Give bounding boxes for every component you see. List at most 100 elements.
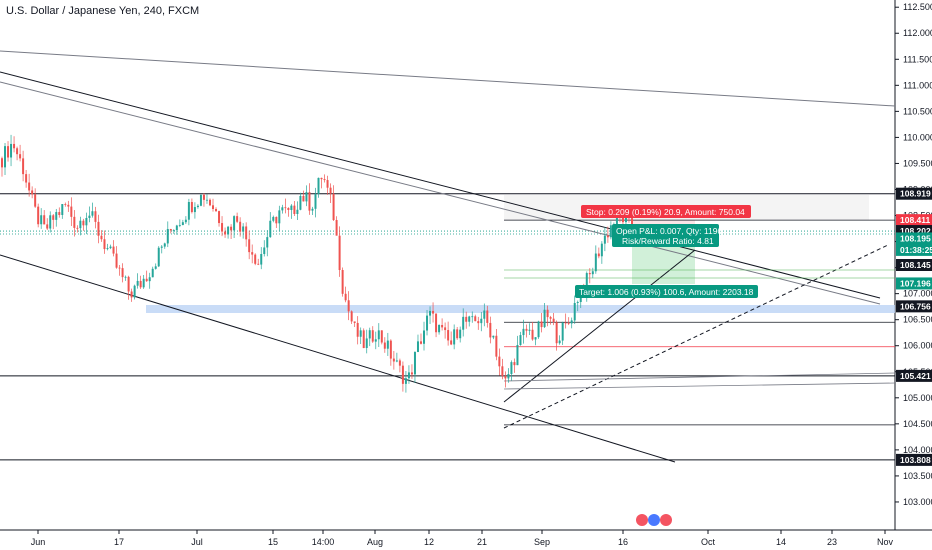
candle-body [600,243,603,257]
candle-body [218,211,221,224]
candle-body [145,278,148,282]
candle-body [230,226,233,231]
y-tick-label: 110.500 [903,106,932,116]
candle-body [404,378,407,384]
candle-body [49,215,52,229]
x-tick-label: Jul [191,537,203,547]
candle-body [221,223,224,232]
x-tick-label: Oct [701,537,716,547]
candle-body [257,263,260,265]
candle-body [392,358,395,362]
candle-body [34,194,37,207]
candle-body [76,227,79,229]
candle-body [199,194,202,206]
candle-body [175,225,178,231]
trendlines[interactable] [0,50,896,463]
candle-body [356,322,359,337]
x-tick-label: 21 [477,537,487,547]
candle-body [510,362,513,375]
candle-body [181,222,184,226]
candle-body [317,177,320,194]
economic-events-icon[interactable] [636,514,672,526]
candle-body [368,330,371,339]
candle-body [154,266,157,269]
candle-body [432,310,435,314]
candle-body [7,146,10,158]
y-tick-label: 103.000 [903,497,932,507]
candle-body [380,330,383,343]
candle-body [528,329,531,331]
candle-body [190,202,193,213]
candle-body [474,316,477,322]
candle-body [64,204,67,205]
candle-body [172,230,175,231]
candle-body [112,246,115,254]
x-tick-label: 15 [268,537,278,547]
candle-body [335,220,338,236]
candle-body [435,313,438,333]
candle-body [293,205,296,214]
candle-body [465,316,468,322]
candle-body [591,271,594,275]
candle-body [383,342,386,349]
y-tick-label: 104.000 [903,445,932,455]
candle-body [585,273,588,294]
candle-body [395,360,398,362]
candle-body [305,192,308,202]
price-tag-label: 106.756 [900,301,931,311]
stop-label-text: Stop: 0.209 (0.19%) 20.9, Amount: 750.04 [586,207,745,217]
candle-body [121,268,124,278]
candle-body [444,327,447,331]
candle-body [450,340,453,345]
price-tag-label: 108.145 [900,260,931,270]
candle-body [377,330,380,340]
candle-body [426,315,429,331]
candle-body [353,321,356,323]
y-tick-label: 106.500 [903,315,932,325]
target-label[interactable]: Target: 1.006 (0.93%) 100.6, Amount: 220… [575,285,758,298]
candle-body [624,215,627,223]
candle-body [242,226,245,232]
candle-body [163,243,166,247]
candle-body [567,323,570,324]
candle-body [55,212,58,220]
candle-body [130,291,133,298]
candle-body [543,309,546,328]
support-zone [146,305,895,313]
candle-body [266,237,269,248]
candle-body [609,225,612,238]
chart-title: U.S. Dollar / Japanese Yen, 240, FXCM [6,5,200,17]
candle-body [13,143,16,149]
candle-body [555,322,558,344]
stop-label[interactable]: Stop: 0.209 (0.19%) 20.9, Amount: 750.04 [581,205,751,218]
candle-body [124,276,127,278]
candle-body [205,199,208,201]
candle-body [202,194,205,200]
candle-body [498,356,501,367]
y-tick-label: 106.000 [903,341,932,351]
candle-body [471,316,474,318]
candle-body [534,337,537,340]
candle-body [588,273,591,275]
candle-body [224,231,227,235]
candle-body [362,330,365,349]
x-tick-label: 16 [618,537,628,547]
candle-body [148,277,151,282]
price-tag: 108.145 [896,259,932,271]
candle-body [314,193,317,209]
candle-body [320,177,323,180]
candle-body [251,252,254,255]
candle-body [290,205,293,211]
candle-body [127,276,130,292]
candles-layer [1,134,633,393]
x-tick-label: 14 [776,537,786,547]
price-tag-label: 108.195 [900,233,931,243]
candle-body [16,148,19,155]
candle-body [419,341,422,344]
candle-body [570,320,573,324]
open-pl-label[interactable]: Open P&L: 0.007, Qty: 1196 Risk/Reward R… [612,224,722,247]
candle-body [477,321,480,324]
candle-body [233,216,236,231]
candle-body [31,190,34,195]
